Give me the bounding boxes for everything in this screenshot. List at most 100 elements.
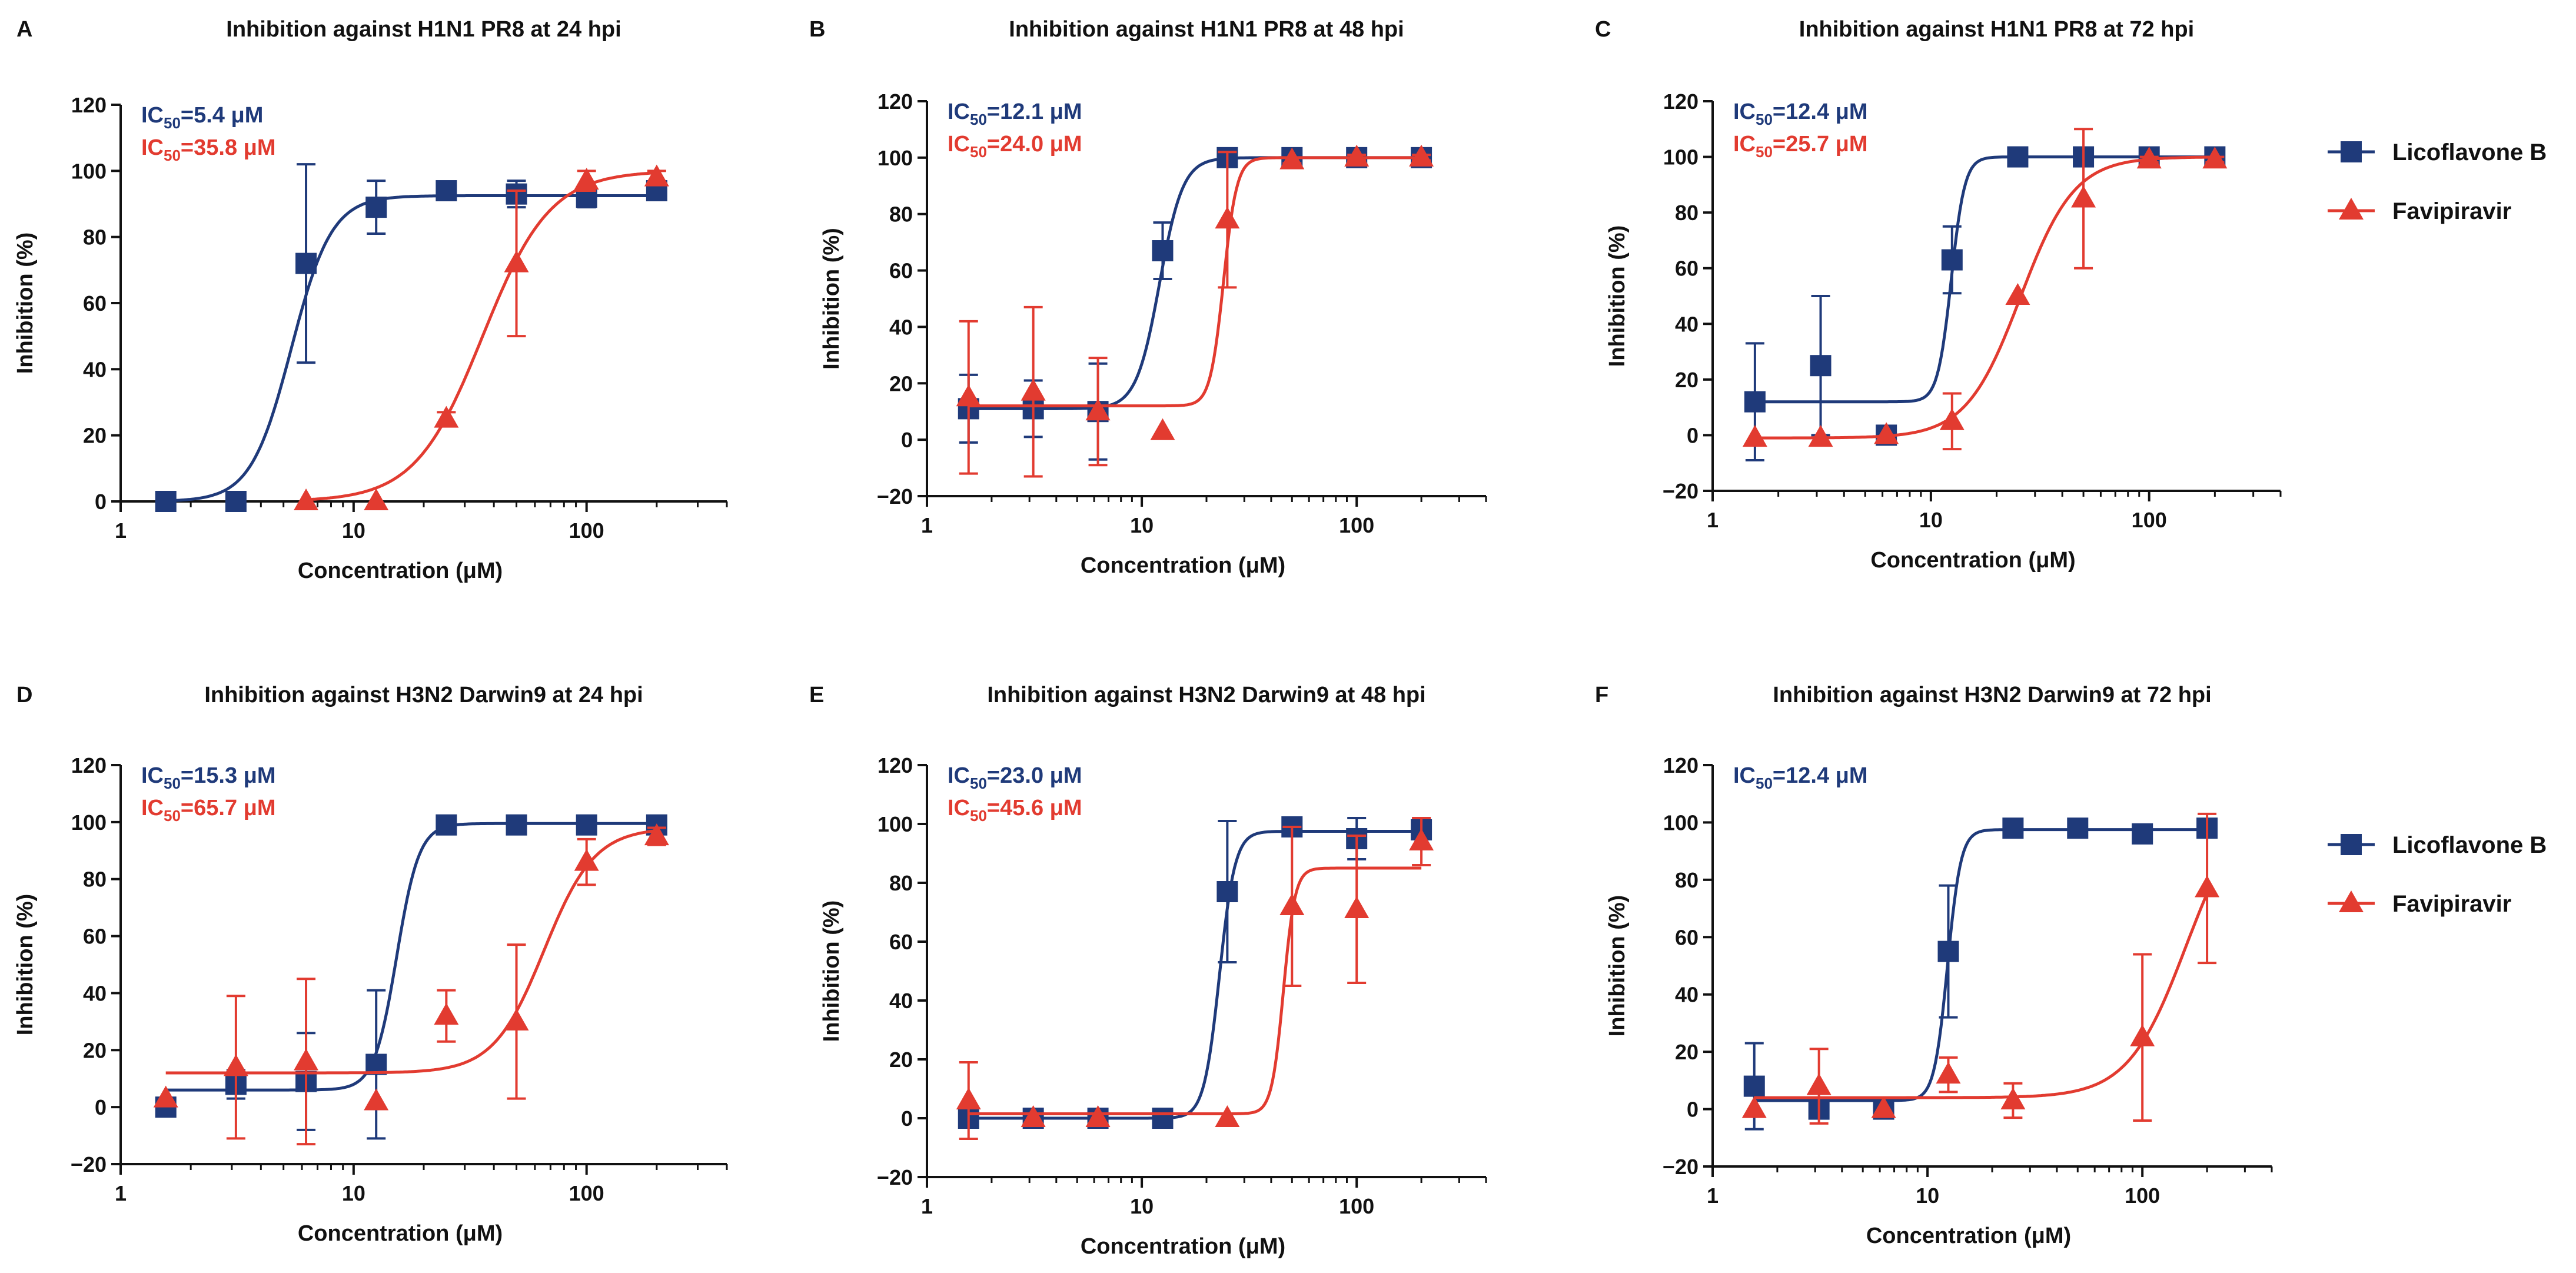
x-tick-label: 1 xyxy=(921,513,933,537)
data-point xyxy=(1742,425,1767,447)
ic50-annotation: IC50=23.0 μM xyxy=(948,763,1082,792)
x-tick-label: 100 xyxy=(1339,513,1374,537)
panel-letter: C xyxy=(1595,17,1611,42)
y-tick-label: 60 xyxy=(889,259,913,283)
data-point xyxy=(1215,207,1240,229)
ic50-value: =35.8 μM xyxy=(181,135,276,160)
fit-curve xyxy=(1754,893,2209,1099)
y-tick-label: 40 xyxy=(1675,983,1699,1007)
data-point xyxy=(295,252,317,274)
series-favipiravir xyxy=(956,144,1434,478)
data-point xyxy=(1937,940,1959,962)
x-tick-label: 10 xyxy=(1919,508,1943,532)
x-tick-label: 10 xyxy=(342,1181,365,1205)
ic50-value: =23.0 μM xyxy=(987,763,1082,788)
x-tick-label: 10 xyxy=(1916,1184,1939,1208)
y-tick-label: 40 xyxy=(889,315,913,339)
ic50-value: =12.4 μM xyxy=(1773,99,1868,124)
series-favipiravir xyxy=(956,817,1434,1140)
series-favipiravir xyxy=(1742,128,2228,451)
ic50-subscript: 50 xyxy=(970,111,987,128)
data-point xyxy=(2132,823,2153,845)
y-tick-label: 60 xyxy=(83,925,107,949)
x-axis-label: Concentration (μM) xyxy=(1866,1224,2071,1248)
panel-letter: D xyxy=(16,683,32,707)
y-tick-label: 40 xyxy=(83,981,107,1005)
y-tick-label: 60 xyxy=(889,930,913,954)
data-point xyxy=(434,406,459,428)
ic50-annotation: IC50=65.7 μM xyxy=(141,796,276,825)
fit-curve xyxy=(968,156,1422,410)
ic50-subscript: 50 xyxy=(970,775,987,792)
series-licoflavone xyxy=(958,147,1432,461)
data-point xyxy=(1085,398,1111,421)
y-tick-label: 20 xyxy=(889,1048,913,1072)
y-tick-label: 60 xyxy=(1675,925,1699,949)
ic50-annotation: IC50=24.0 μM xyxy=(948,132,1082,161)
y-tick-label: 0 xyxy=(95,1095,107,1119)
y-tick-label: 20 xyxy=(83,1038,107,1062)
y-tick-label: 80 xyxy=(889,202,913,227)
data-point xyxy=(2007,146,2029,168)
data-point xyxy=(504,1008,529,1031)
legend-marker xyxy=(2339,198,2364,220)
x-tick-label: 1 xyxy=(115,518,127,543)
legend-marker xyxy=(2341,834,2362,855)
panel-title: Inhibition against H3N2 Darwin9 at 24 hp… xyxy=(204,683,643,707)
ic50-subscript: 50 xyxy=(1756,143,1773,161)
panel-D: D Inhibition against H3N2 Darwin9 at 24 h… xyxy=(13,683,728,1246)
data-point xyxy=(2000,1087,2026,1109)
panel-F: F Inhibition against H3N2 Darwin9 at 72 h… xyxy=(1595,683,2273,1248)
data-point xyxy=(2136,147,2162,169)
y-tick-label: 0 xyxy=(1687,423,1699,447)
ic50-subscript: 50 xyxy=(164,147,181,164)
panel-letter: A xyxy=(16,17,32,42)
y-tick-label: 0 xyxy=(901,428,913,452)
ic50-annotation: IC50=12.4 μM xyxy=(1733,99,1868,128)
ic50-subscript: 50 xyxy=(164,807,181,825)
data-point xyxy=(644,164,669,187)
data-point xyxy=(1021,378,1046,401)
data-point xyxy=(364,488,389,510)
y-axis-label: Inhibition (%) xyxy=(1605,895,1630,1037)
y-tick-label: 80 xyxy=(889,871,913,895)
y-tick-label: 100 xyxy=(71,159,107,183)
y-tick-label: 20 xyxy=(83,424,107,448)
y-axis-label: Inhibition (%) xyxy=(13,894,38,1036)
x-axis-label: Concentration (μM) xyxy=(1081,1234,1285,1259)
data-point xyxy=(2002,817,2024,839)
data-point xyxy=(1743,1075,1765,1097)
ic50-prefix: IC xyxy=(141,103,164,128)
data-point xyxy=(1409,144,1434,167)
legend-label: Licoflavone B xyxy=(2392,832,2547,858)
ic50-annotation: IC50=5.4 μM xyxy=(141,103,263,132)
fit-curve xyxy=(1754,828,2208,1102)
data-point xyxy=(644,823,669,846)
series-licoflavone xyxy=(1744,146,2226,461)
legend: Licoflavone B Favipiravir xyxy=(2328,832,2547,917)
legend-label: Favipiravir xyxy=(2392,891,2511,917)
ic50-prefix: IC xyxy=(948,132,970,157)
y-axis-label: Inhibition (%) xyxy=(819,228,844,370)
y-tick-label: 20 xyxy=(889,371,913,395)
ic50-annotation: IC50=15.3 μM xyxy=(141,763,276,792)
ic50-annotation: IC50=12.1 μM xyxy=(948,99,1082,128)
x-tick-label: 10 xyxy=(1130,513,1154,537)
x-tick-label: 100 xyxy=(569,518,604,543)
ic50-prefix: IC xyxy=(948,796,970,820)
y-tick-label: 0 xyxy=(1687,1098,1699,1122)
ic50-subscript: 50 xyxy=(970,807,987,825)
fit-curve xyxy=(165,829,657,1075)
x-axis-label: Concentration (μM) xyxy=(298,1221,503,1246)
ic50-subscript: 50 xyxy=(164,114,181,132)
data-point xyxy=(506,814,527,836)
data-point xyxy=(1344,896,1370,918)
y-axis-label: Inhibition (%) xyxy=(1605,225,1630,367)
ic50-value: =12.1 μM xyxy=(987,99,1082,124)
data-point xyxy=(1085,1105,1111,1127)
y-tick-label: 120 xyxy=(1663,89,1699,114)
panel-title: Inhibition against H3N2 Darwin9 at 48 hp… xyxy=(987,683,1425,707)
data-point xyxy=(1216,881,1238,902)
y-tick-label: −20 xyxy=(877,484,913,508)
x-axis-label: Concentration (μM) xyxy=(1081,553,1285,578)
